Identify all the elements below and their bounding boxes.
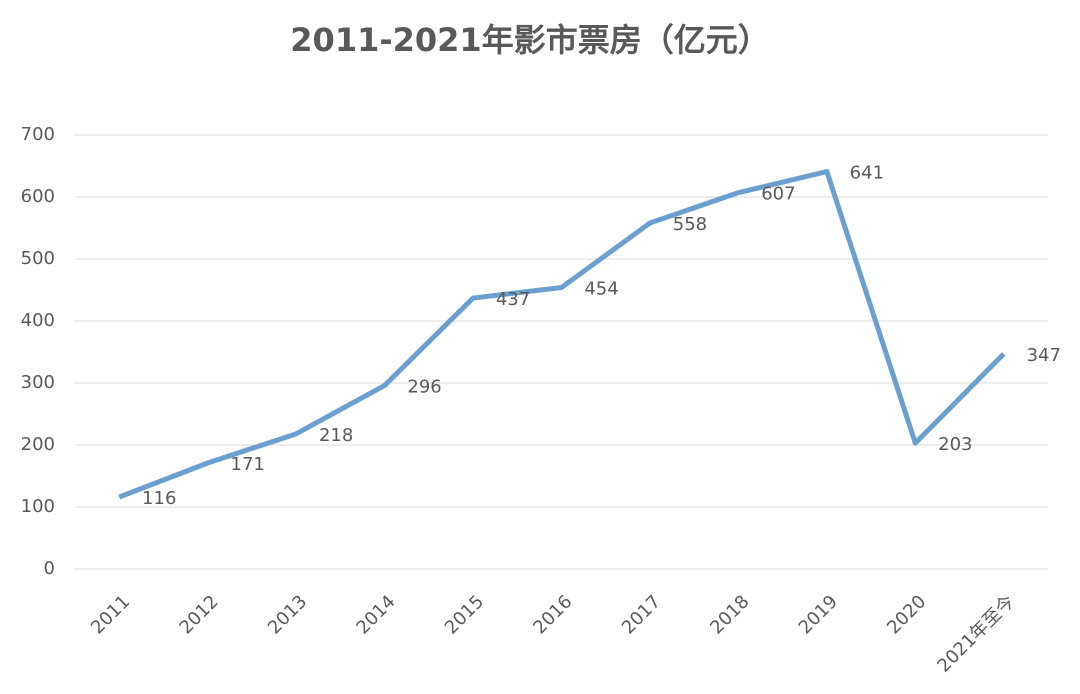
x-tick-label: 2015: [441, 591, 488, 638]
y-tick-label: 700: [21, 124, 55, 145]
x-tick-label: 2017: [618, 591, 665, 638]
data-label: 347: [1027, 345, 1061, 366]
x-tick-label: 2012: [176, 591, 223, 638]
data-label: 558: [673, 214, 707, 235]
data-label: 203: [938, 434, 972, 455]
x-tick-label: 2016: [529, 591, 576, 638]
y-tick-label: 400: [21, 310, 55, 331]
y-tick-label: 600: [21, 186, 55, 207]
data-label: 437: [496, 289, 530, 310]
data-label: 641: [850, 163, 884, 184]
data-label: 218: [319, 425, 353, 446]
y-tick-label: 100: [21, 496, 55, 517]
y-tick-label: 300: [21, 372, 55, 393]
y-tick-label: 200: [21, 434, 55, 455]
x-tick-label: 2021年至今: [933, 591, 1018, 676]
data-label: 454: [584, 279, 618, 300]
x-tick-label: 2019: [795, 591, 842, 638]
x-tick-label: 2020: [883, 591, 930, 638]
x-tick-label: 2018: [706, 591, 753, 638]
x-tick-label: 2013: [264, 591, 311, 638]
data-label: 116: [142, 488, 176, 509]
data-label: 607: [761, 184, 795, 205]
data-label: 171: [231, 454, 265, 475]
x-tick-label: 2011: [87, 591, 134, 638]
data-label: 296: [407, 376, 441, 397]
y-tick-label: 0: [44, 558, 55, 579]
x-tick-label: 2014: [352, 591, 399, 638]
y-tick-label: 500: [21, 248, 55, 269]
chart-title: 2011-2021年影市票房（亿元）: [290, 21, 769, 59]
data-line: [118, 169, 1006, 500]
